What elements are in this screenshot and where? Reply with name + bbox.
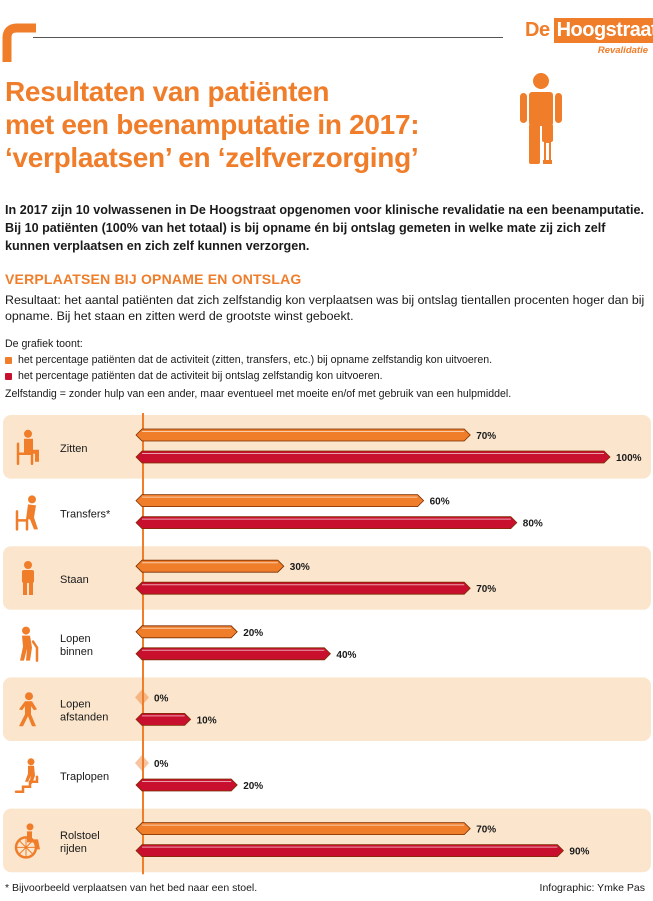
- data-label: 30%: [290, 562, 310, 573]
- category-label: binnen: [60, 646, 93, 658]
- section-heading: VERPLAATSEN BIJ OPNAME EN ONTSLAG: [5, 271, 302, 287]
- data-label: 10%: [197, 715, 217, 726]
- title-line-1: Resultaten van patiënten: [5, 76, 330, 107]
- category-label: Traplopen: [60, 771, 109, 783]
- data-label: 70%: [476, 431, 496, 442]
- stairs-person-icon: [14, 758, 39, 794]
- data-label: 100%: [616, 453, 642, 464]
- walking-cane-icon: [20, 626, 39, 662]
- row-background: [3, 546, 651, 610]
- row-background: [3, 808, 651, 873]
- legend: De grafiek toont: het percentage patiënt…: [5, 336, 492, 384]
- legend-swatch-admission: [5, 356, 12, 364]
- data-label: 0%: [154, 693, 169, 704]
- bar-admission: [135, 625, 238, 639]
- intro-paragraph: In 2017 zijn 10 volwassenen in De Hoogst…: [5, 203, 644, 253]
- bar-admission: [135, 689, 149, 706]
- title-line-2: met een beenamputatie in 2017:: [5, 109, 420, 140]
- definition-text: Zelfstandig = zonder hulp van een ander,…: [5, 388, 512, 400]
- data-label: 40%: [336, 650, 356, 661]
- bar-admission: [135, 755, 149, 771]
- logo-subtitle: Revalidatie: [597, 45, 648, 56]
- data-label: 80%: [523, 519, 543, 530]
- bar-discharge: [135, 844, 564, 857]
- amputee-person-icon: [520, 73, 562, 164]
- category-label: Lopen: [60, 633, 91, 645]
- bar-discharge: [135, 581, 471, 595]
- row-background: [3, 677, 651, 741]
- bar-admission: [135, 559, 285, 573]
- logo-text-de: De: [525, 19, 550, 41]
- standing-person-icon: [22, 561, 34, 595]
- category-label: Zitten: [60, 443, 88, 455]
- data-label: 0%: [154, 759, 169, 770]
- walking-person-icon: [19, 692, 37, 727]
- wheelchair-icon: [14, 823, 40, 859]
- data-label: 20%: [243, 781, 263, 792]
- legend-intro: De grafiek toont:: [5, 338, 83, 350]
- row-background: [3, 415, 651, 479]
- logo: De Hoogstraat Revalidatie: [522, 18, 653, 62]
- data-label: 60%: [430, 497, 450, 508]
- category-label: Staan: [60, 574, 89, 586]
- result-paragraph: Resultaat: het aantal patiënten dat zich…: [5, 293, 645, 323]
- bar-admission: [135, 428, 471, 442]
- sitting-person-icon: [16, 429, 39, 466]
- data-label: 20%: [243, 628, 263, 639]
- data-label: 70%: [476, 584, 496, 595]
- category-label: Transfers*: [60, 508, 111, 520]
- footnote: * Bijvoorbeeld verplaatsen van het bed n…: [5, 882, 258, 894]
- bar-discharge: [135, 647, 331, 661]
- legend-item-discharge: het percentage patiënten dat de activite…: [5, 368, 492, 384]
- bar-discharge: [135, 450, 611, 464]
- bar-discharge: [135, 713, 192, 726]
- credit: Infographic: Ymke Pas: [539, 882, 645, 894]
- category-label: Lopen: [60, 699, 91, 711]
- header-rule: [33, 37, 503, 38]
- data-label: 70%: [476, 825, 496, 836]
- data-label: 90%: [569, 847, 589, 858]
- logo-text-hoogstraat: Hoogstraat: [553, 18, 653, 43]
- transfer-person-icon: [15, 495, 38, 531]
- legend-swatch-discharge: [5, 372, 12, 380]
- bar-discharge: [135, 516, 518, 529]
- category-label: rijden: [60, 843, 87, 855]
- legend-label-discharge: het percentage patiënten dat de activite…: [18, 370, 383, 382]
- bar-admission: [135, 822, 471, 835]
- title-line-3: ‘verplaatsen’ en ‘zelfverzorging’: [5, 142, 419, 173]
- category-label: Rolstoel: [60, 830, 100, 842]
- legend-label-admission: het percentage patiënten dat de activite…: [18, 354, 493, 366]
- bar-discharge: [135, 778, 238, 792]
- page-title: Resultaten van patiënten met een beenamp…: [5, 75, 505, 174]
- bar-admission: [135, 494, 425, 508]
- category-label: afstanden: [60, 712, 108, 724]
- corner-bracket-decoration: [2, 23, 36, 62]
- legend-item-admission: het percentage patiënten dat de activite…: [5, 352, 492, 368]
